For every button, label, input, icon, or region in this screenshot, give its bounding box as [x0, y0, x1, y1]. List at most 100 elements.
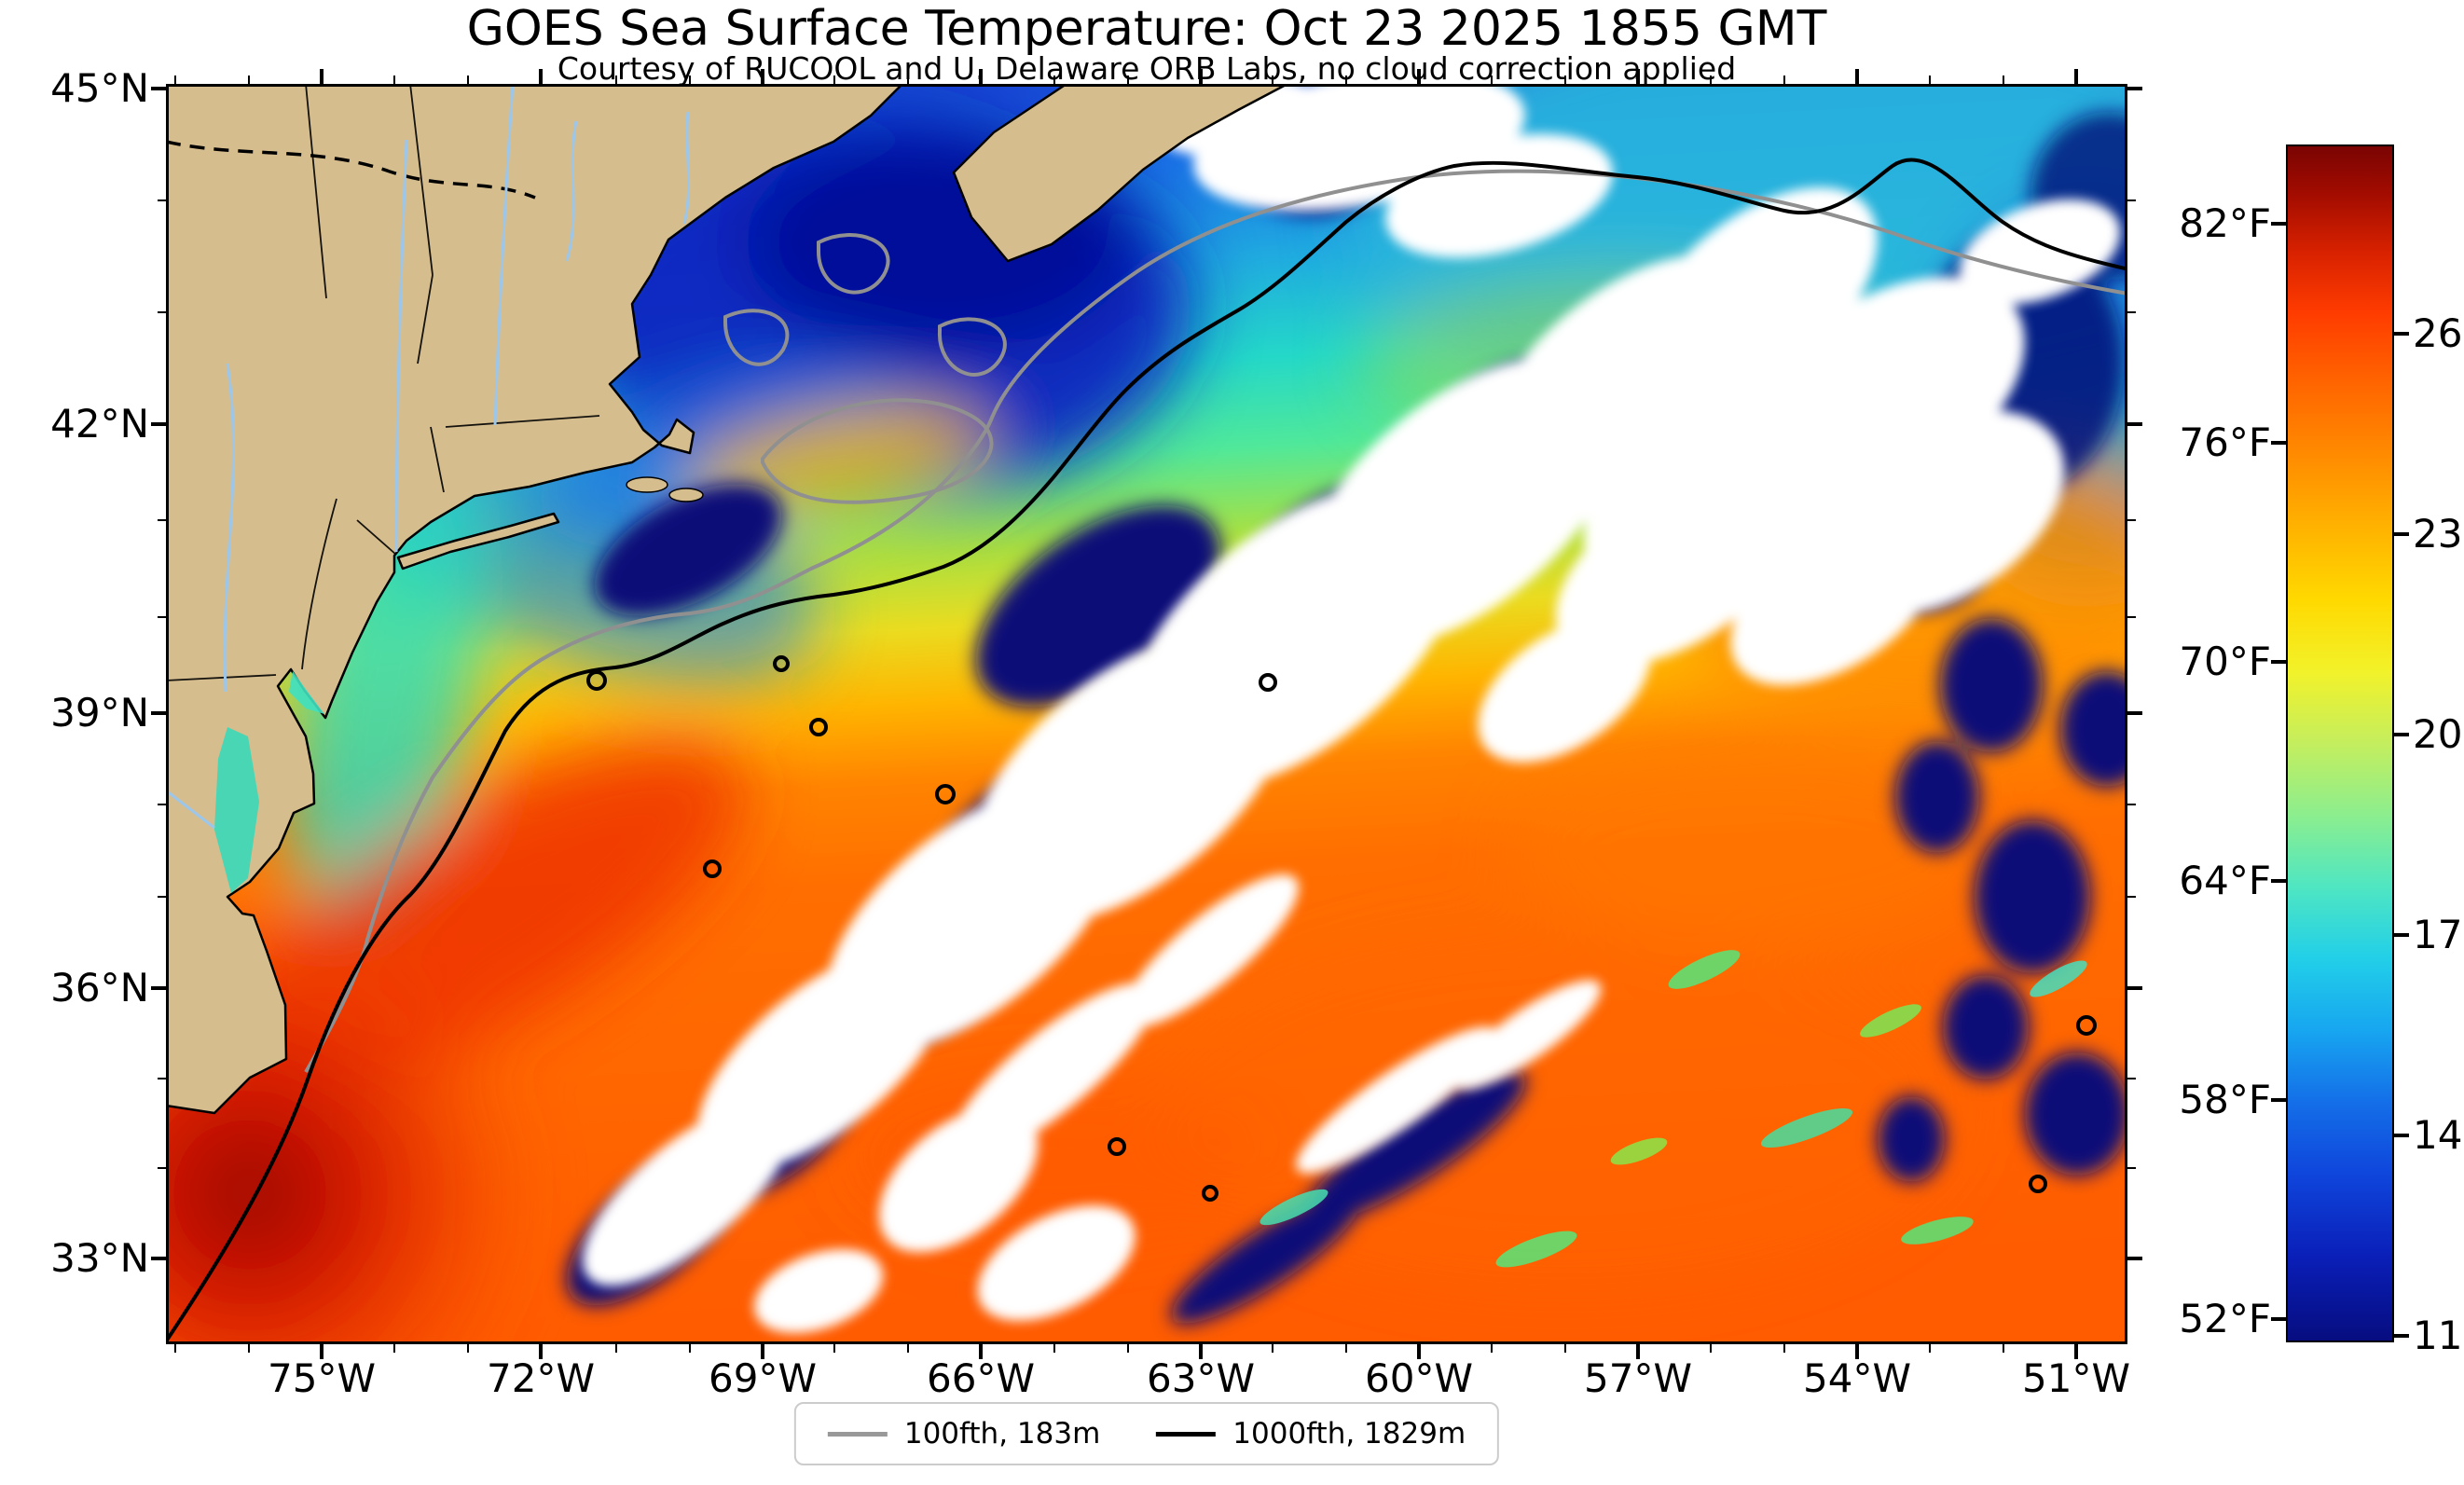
- axis-tick: [1563, 76, 1566, 84]
- land: [166, 84, 1289, 1115]
- axis-tick: [158, 199, 166, 201]
- axis-tick: [2394, 933, 2409, 937]
- axis-tick: [158, 804, 166, 805]
- rivers: [166, 84, 691, 830]
- clouds: [583, 84, 2121, 1333]
- land-nova-scotia: [952, 84, 1289, 263]
- axis-tick: [1636, 69, 1640, 84]
- lat-tick-label: 33°N: [50, 1235, 149, 1281]
- axis-tick: [2127, 1167, 2136, 1169]
- legend-label-100fth: 100fth, 183m: [903, 1417, 1101, 1451]
- axis-tick: [2127, 1078, 2136, 1079]
- axis-tick: [158, 1167, 166, 1169]
- axis-tick: [1929, 1344, 1932, 1353]
- axis-tick: [1491, 1344, 1494, 1353]
- lon-tick-label: 60°W: [1365, 1355, 1473, 1401]
- axis-tick: [1126, 1344, 1129, 1353]
- axis-tick: [466, 1344, 469, 1353]
- colorbar-c-label: 11°C: [2413, 1313, 2464, 1358]
- colorbar-c-label: 17°C: [2413, 912, 2464, 957]
- axis-tick: [1272, 1344, 1274, 1353]
- axis-tick: [2271, 222, 2286, 226]
- axis-tick: [1929, 76, 1932, 84]
- axis-tick: [688, 1344, 691, 1353]
- axis-tick: [761, 1344, 764, 1359]
- contour-1000fth: [166, 158, 2127, 1344]
- axis-tick: [466, 76, 469, 84]
- lon-tick-label: 51°W: [2022, 1355, 2130, 1401]
- colorbar-f-label: 82°F: [2179, 200, 2271, 246]
- axis-tick: [1417, 1344, 1421, 1359]
- axis-tick: [158, 1078, 166, 1079]
- legend-item-1000fth: 1000fth, 1829m: [1156, 1417, 1466, 1451]
- axis-tick: [1417, 69, 1421, 84]
- axis-tick: [1855, 69, 1859, 84]
- colorbar-f-label: 70°F: [2179, 639, 2271, 684]
- axis-tick: [174, 1344, 177, 1353]
- figure-title: GOES Sea Surface Temperature: Oct 23 202…: [466, 1, 1827, 57]
- lat-tick-label: 39°N: [50, 690, 149, 736]
- axis-tick: [1053, 76, 1056, 84]
- axis-tick: [2271, 1098, 2286, 1102]
- axis-tick: [1199, 1344, 1203, 1359]
- axis-tick: [247, 76, 250, 84]
- axis-tick: [761, 69, 764, 84]
- axis-tick: [2394, 332, 2409, 336]
- lat-tick-label: 45°N: [50, 65, 149, 111]
- axis-tick: [1491, 76, 1494, 84]
- axis-tick: [2127, 1257, 2142, 1260]
- axis-tick: [158, 896, 166, 898]
- axis-tick: [2271, 1317, 2286, 1321]
- axis-tick: [2127, 199, 2136, 201]
- axis-tick: [2127, 711, 2142, 715]
- axis-tick: [2394, 1334, 2409, 1338]
- axis-tick: [2394, 532, 2409, 536]
- colorbar-c-label: 23°C: [2413, 511, 2464, 557]
- axis-tick: [2271, 879, 2286, 883]
- lon-tick-label: 69°W: [709, 1355, 817, 1401]
- land-island: [626, 476, 668, 493]
- axis-tick: [2127, 519, 2136, 521]
- axis-tick: [2127, 616, 2136, 618]
- axis-tick: [539, 1344, 543, 1359]
- sst-map: [166, 84, 2127, 1344]
- axis-tick: [320, 1344, 323, 1359]
- plot-frame: [166, 84, 2127, 1344]
- lon-tick-label: 63°W: [1147, 1355, 1255, 1401]
- axis-tick: [158, 519, 166, 521]
- axis-tick: [1636, 1344, 1640, 1359]
- axis-tick: [906, 1344, 909, 1353]
- axis-tick: [833, 76, 836, 84]
- axis-tick: [615, 76, 618, 84]
- land-borders: [166, 84, 600, 681]
- lon-tick-label: 75°W: [268, 1355, 376, 1401]
- axis-tick: [1563, 1344, 1566, 1353]
- axis-tick: [615, 1344, 618, 1353]
- legend-item-100fth: 100fth, 183m: [827, 1417, 1101, 1451]
- colorbar-f-label: 52°F: [2179, 1296, 2271, 1341]
- axis-tick: [2127, 87, 2142, 90]
- colorbar-c-label: 26°C: [2413, 310, 2464, 356]
- axis-tick: [539, 69, 543, 84]
- axis-tick: [833, 1344, 836, 1353]
- axis-tick: [151, 1257, 166, 1260]
- axis-tick: [979, 1344, 983, 1359]
- legend-line-100fth: [827, 1431, 888, 1437]
- axis-tick: [158, 311, 166, 313]
- axis-tick: [151, 422, 166, 426]
- lon-tick-label: 66°W: [927, 1355, 1035, 1401]
- lon-tick-label: 54°W: [1803, 1355, 1911, 1401]
- axis-tick: [2127, 896, 2136, 898]
- axis-tick: [2394, 1134, 2409, 1137]
- legend-line-1000fth: [1156, 1431, 1217, 1437]
- colorbar-c-label: 20°C: [2413, 711, 2464, 757]
- colorbar-c-label: 14°C: [2413, 1112, 2464, 1158]
- axis-tick: [320, 69, 323, 84]
- colorbar-f-label: 76°F: [2179, 419, 2271, 465]
- axis-tick: [151, 986, 166, 990]
- figure-subtitle: Courtesy of RUCOOL and U. Delaware ORB L…: [557, 50, 1737, 87]
- depth-legend: 100fth, 183m 1000fth, 1829m: [793, 1402, 1500, 1465]
- axis-tick: [906, 76, 909, 84]
- axis-tick: [151, 87, 166, 90]
